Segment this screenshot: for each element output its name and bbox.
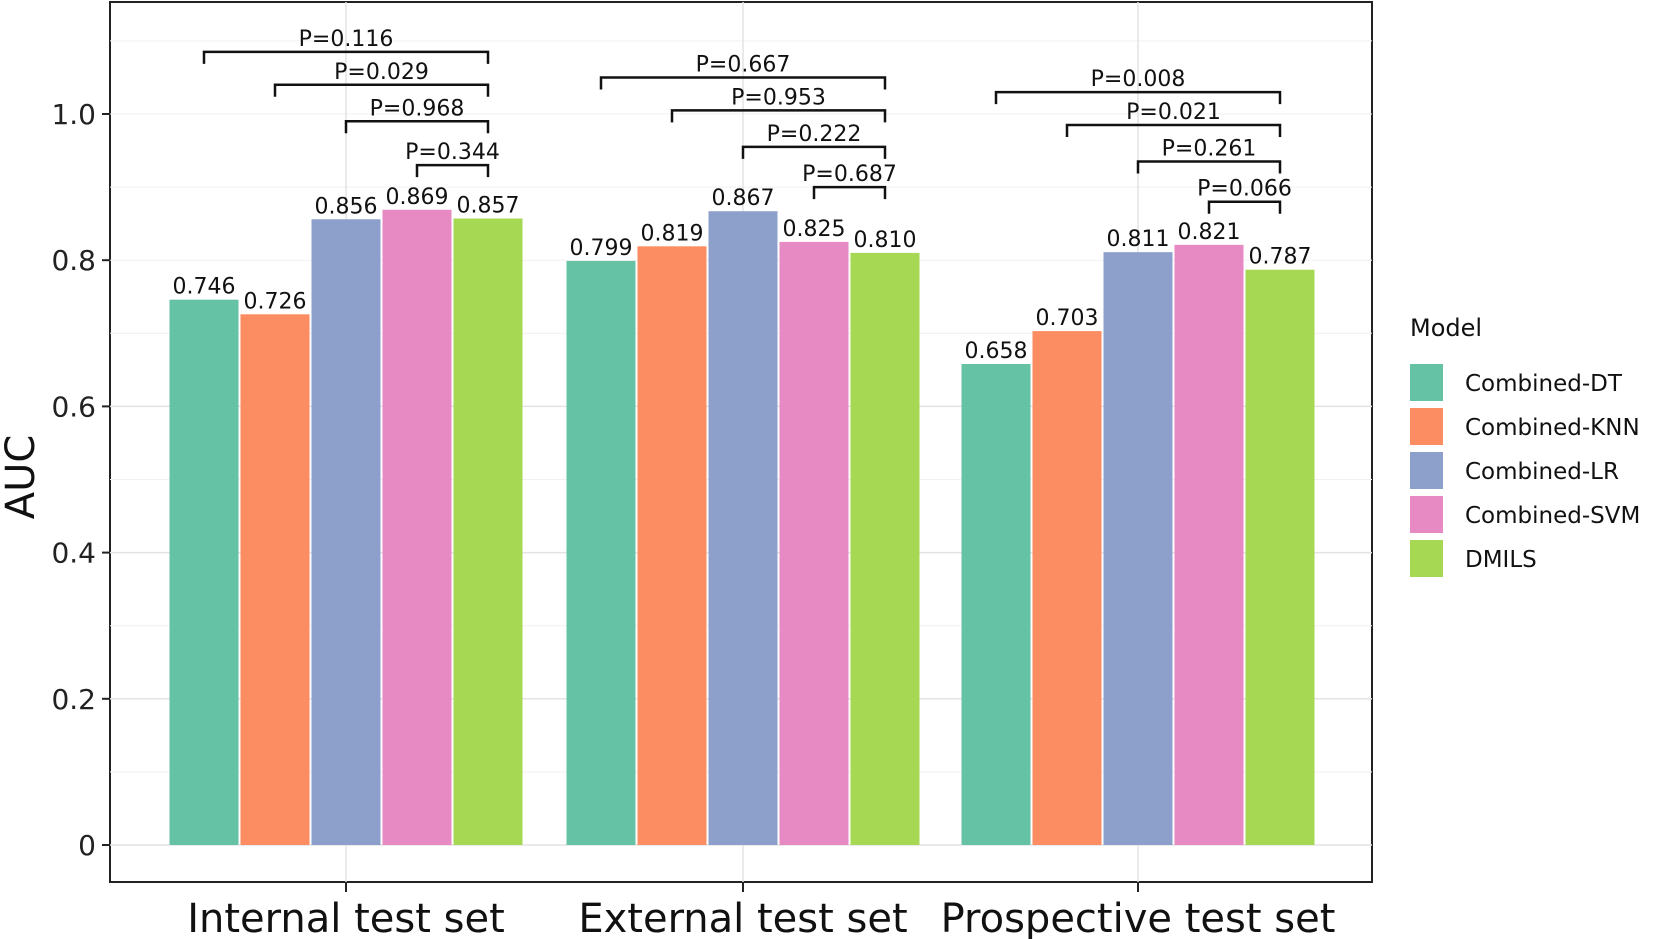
significance-bracket xyxy=(1207,200,1282,214)
legend-swatch xyxy=(1410,496,1443,533)
x-category-label: Internal test set xyxy=(187,896,505,939)
significance-bracket xyxy=(202,50,490,64)
p-value-label: P=0.953 xyxy=(731,85,826,110)
data-label: 0.746 xyxy=(173,275,236,300)
p-value-label: P=0.029 xyxy=(334,60,429,85)
significance-bracket xyxy=(670,109,887,123)
significance-bracket xyxy=(1136,160,1282,174)
y-axis-title: AUC xyxy=(0,435,44,520)
bar-combined-svm xyxy=(382,209,452,846)
p-value-label: P=0.667 xyxy=(696,52,791,77)
y-tick-label: 0.4 xyxy=(51,537,96,570)
p-value-label: P=0.116 xyxy=(299,27,394,52)
bar-combined-lr xyxy=(708,211,778,845)
axes: 0 0.2 0.4 0.6 0.8 1.0 Internal test set Externa… xyxy=(51,98,1335,939)
significance-bracket xyxy=(273,83,490,97)
significance-bracket xyxy=(344,120,490,134)
p-value-label: P=0.261 xyxy=(1162,137,1257,162)
bar-dmils xyxy=(1245,269,1315,845)
data-label: 0.857 xyxy=(457,194,520,219)
bar-dmils xyxy=(453,218,523,845)
legend-title: Model xyxy=(1410,314,1482,342)
legend-swatch xyxy=(1410,364,1443,401)
p-value-label: P=0.021 xyxy=(1126,100,1221,125)
p-value-label: P=0.222 xyxy=(767,122,862,147)
significance-bracket xyxy=(741,145,887,159)
data-label: 0.821 xyxy=(1178,220,1241,245)
y-tick-label: 0.8 xyxy=(51,244,96,277)
bar-combined-lr xyxy=(1103,252,1173,845)
data-label: 0.819 xyxy=(641,221,704,246)
y-tick-label: 1.0 xyxy=(51,98,96,131)
legend-label: Combined-KNN xyxy=(1465,415,1640,441)
legend-swatch xyxy=(1410,408,1443,445)
p-value-label: P=0.008 xyxy=(1091,67,1186,92)
p-value-label: P=0.968 xyxy=(370,96,465,121)
data-label: 0.810 xyxy=(854,228,917,253)
bar-combined-dt xyxy=(961,364,1031,845)
bar-combined-knn xyxy=(240,314,310,845)
bar-combined-lr xyxy=(311,219,381,845)
significance-bracket xyxy=(1065,123,1282,137)
data-label: 0.658 xyxy=(965,339,1028,364)
bar-combined-svm xyxy=(779,241,849,846)
legend-label: Combined-LR xyxy=(1465,459,1619,485)
bar-combined-knn xyxy=(637,246,707,845)
y-tick-label: 0.2 xyxy=(51,683,96,716)
bars xyxy=(169,209,1315,846)
significance-bracket xyxy=(994,90,1282,105)
legend-swatch xyxy=(1410,540,1443,577)
significance-bracket xyxy=(812,185,887,200)
bar-combined-svm xyxy=(1174,244,1244,845)
legend-label: DMILS xyxy=(1465,547,1537,573)
data-label: 0.856 xyxy=(315,194,378,219)
bar-combined-dt xyxy=(169,299,239,845)
data-label: 0.869 xyxy=(386,185,449,210)
data-label: 0.726 xyxy=(244,289,307,314)
data-label: 0.867 xyxy=(712,186,775,211)
legend: Model Combined-DT Combined-KNN Combined-LR… xyxy=(1410,314,1640,577)
p-value-label: P=0.066 xyxy=(1197,177,1292,202)
legend-swatch xyxy=(1410,452,1443,489)
significance-bracket xyxy=(415,163,490,178)
significance-bracket xyxy=(599,76,887,90)
data-labels: 0.746 0.799 0.658 0.726 0.819 0.703 0.856 0.867… xyxy=(173,185,1312,364)
x-category-label: External test set xyxy=(578,896,907,939)
legend-label: Combined-SVM xyxy=(1465,503,1640,529)
data-label: 0.799 xyxy=(570,236,633,261)
legend-label: Combined-DT xyxy=(1465,371,1623,397)
p-value-label: P=0.344 xyxy=(405,140,500,165)
data-label: 0.811 xyxy=(1107,227,1170,252)
data-label: 0.787 xyxy=(1249,245,1312,270)
y-tick-label: 0 xyxy=(78,829,96,862)
bar-combined-knn xyxy=(1032,331,1102,845)
x-category-label: Prospective test set xyxy=(941,896,1336,939)
data-label: 0.703 xyxy=(1036,306,1099,331)
bar-combined-dt xyxy=(566,260,636,845)
p-value-label: P=0.687 xyxy=(802,162,897,187)
bar-dmils xyxy=(850,252,920,845)
y-tick-label: 0.6 xyxy=(51,390,96,423)
p-value-brackets: P=0.116 P=0.029 P=0.968 P=0.344 P=0.667 P=0.9… xyxy=(202,27,1292,214)
data-label: 0.825 xyxy=(783,217,846,242)
